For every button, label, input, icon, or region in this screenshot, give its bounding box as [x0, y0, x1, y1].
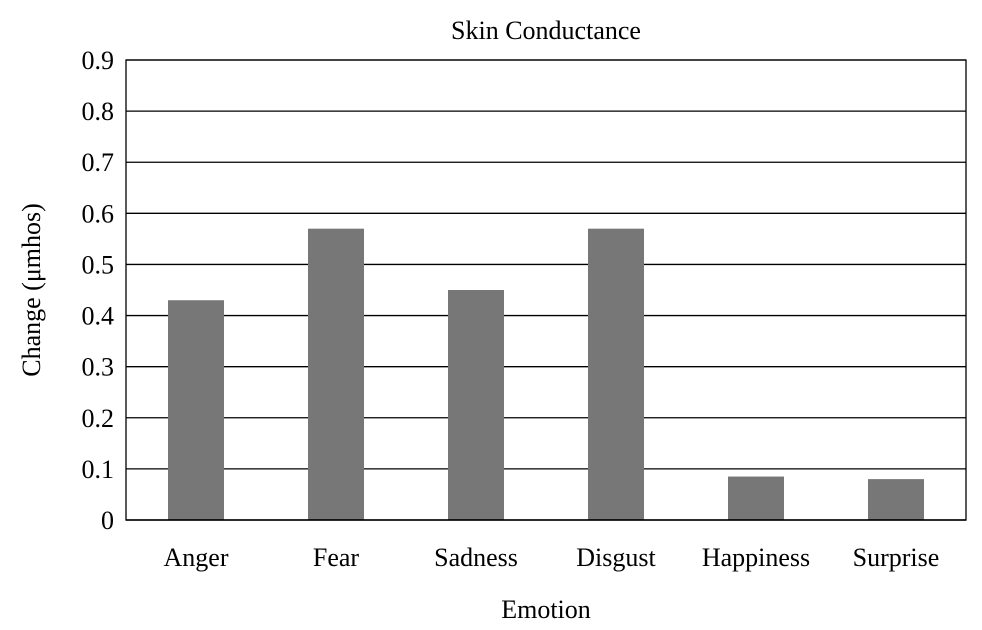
bar-disgust	[588, 228, 644, 520]
bar-sadness	[448, 290, 504, 520]
x-category-label: Disgust	[576, 543, 656, 572]
x-category-label: Happiness	[702, 543, 810, 572]
x-axis-title: Emotion	[501, 595, 591, 624]
x-category-label: Anger	[164, 543, 229, 572]
y-tick-label: 0.1	[82, 455, 115, 484]
chart-title: Skin Conductance	[451, 16, 641, 45]
y-tick-label: 0	[101, 506, 114, 535]
y-axis-title: Change (μmhos)	[17, 203, 46, 377]
x-category-labels: Anger Fear Sadness Disgust Happiness Surprise	[164, 543, 940, 572]
y-tick-label: 0.8	[82, 97, 115, 126]
x-category-label: Surprise	[853, 543, 940, 572]
y-tick-label: 0.5	[82, 250, 115, 279]
y-tick-label: 0.2	[82, 404, 115, 433]
plot-area-frame	[125, 59, 967, 521]
y-tick-label: 0.4	[82, 302, 115, 331]
gridlines	[126, 59, 966, 470]
x-category-label: Sadness	[434, 543, 518, 572]
y-tick-label: 0.6	[82, 199, 115, 228]
y-tick-label: 0.9	[82, 46, 115, 75]
bar-anger	[168, 300, 224, 520]
bar-surprise	[868, 479, 924, 520]
bar-happiness	[728, 476, 784, 520]
y-tick-labels: 0 0.1 0.2 0.3 0.4 0.5 0.6 0.7 0.8 0.9	[82, 46, 115, 535]
y-tick-label: 0.3	[82, 353, 115, 382]
bars	[168, 228, 924, 520]
x-category-label: Fear	[313, 543, 360, 572]
y-tick-label: 0.7	[82, 148, 115, 177]
bar-fear	[308, 228, 364, 520]
